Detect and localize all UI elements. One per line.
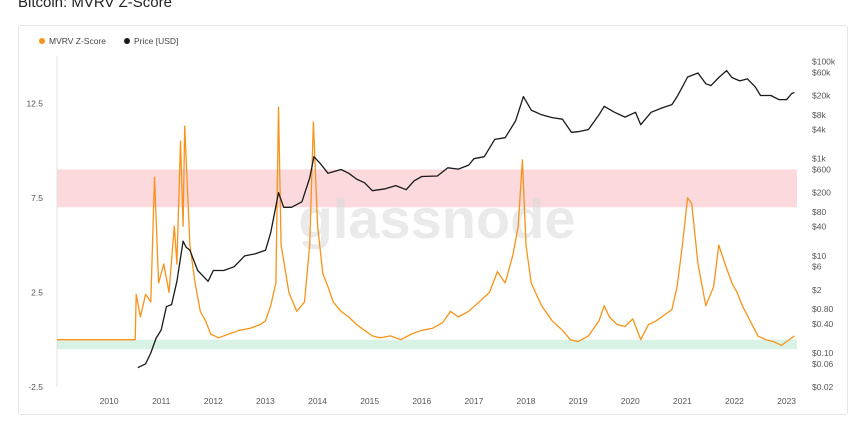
watermark-text: glassnode bbox=[299, 187, 576, 250]
x-tick-label: 2012 bbox=[204, 396, 223, 406]
x-tick-label: 2023 bbox=[777, 396, 796, 406]
left-tick-label: 2.5 bbox=[31, 287, 43, 297]
right-tick-label: $80 bbox=[812, 207, 826, 217]
legend-dot-mvrv bbox=[39, 38, 45, 44]
left-tick-label: 12.5 bbox=[26, 98, 43, 108]
legend-dot-price bbox=[124, 38, 130, 44]
legend-label-price: Price [USD] bbox=[134, 36, 179, 46]
right-tick-label: $0.06 bbox=[812, 359, 834, 369]
right-tick-label: $40 bbox=[812, 222, 826, 232]
x-tick-label: 2016 bbox=[412, 396, 431, 406]
x-tick-label: 2015 bbox=[360, 396, 379, 406]
right-tick-label: $8k bbox=[812, 110, 826, 120]
right-tick-label: $0.02 bbox=[812, 382, 834, 392]
x-tick-label: 2013 bbox=[256, 396, 275, 406]
x-tick-label: 2018 bbox=[517, 396, 536, 406]
x-tick-label: 2021 bbox=[673, 396, 692, 406]
right-tick-label: $0.40 bbox=[812, 319, 834, 329]
right-tick-label: $60k bbox=[812, 67, 831, 77]
right-tick-label: $2 bbox=[812, 285, 822, 295]
x-tick-label: 2020 bbox=[621, 396, 640, 406]
left-tick-label: 7.5 bbox=[31, 193, 43, 203]
right-tick-label: $200 bbox=[812, 188, 831, 198]
right-tick-label: $20k bbox=[812, 90, 831, 100]
right-tick-label: $4k bbox=[812, 124, 826, 134]
right-tick-label: $0.10 bbox=[812, 348, 834, 358]
x-tick-label: 2019 bbox=[569, 396, 588, 406]
x-tick-label: 2022 bbox=[725, 396, 744, 406]
chart-svg: glassnode 12.5 7.5 2.5 -2.5 $100k$60k $20k $8k $… bbox=[26, 56, 836, 406]
x-tick-label: 2010 bbox=[100, 396, 119, 406]
page-title: Bitcoin: MVRV Z-Score bbox=[18, 0, 172, 11]
price-line bbox=[137, 69, 795, 369]
x-tick-label: 2014 bbox=[308, 396, 327, 406]
right-tick-label: $100k bbox=[812, 57, 836, 67]
right-tick-label: $6 bbox=[812, 262, 822, 272]
right-tick-label: $10 bbox=[812, 251, 826, 261]
x-tick-label: 2017 bbox=[464, 396, 483, 406]
right-tick-label: $0.80 bbox=[812, 304, 834, 314]
legend-label-mvrv: MVRV Z-Score bbox=[49, 36, 106, 46]
chart-legend: MVRV Z-Score Price [USD] bbox=[39, 36, 178, 46]
legend-item-price[interactable]: Price [USD] bbox=[124, 36, 178, 46]
x-tick-label: 2011 bbox=[152, 396, 171, 406]
left-tick-label: -2.5 bbox=[28, 382, 43, 392]
legend-item-mvrv[interactable]: MVRV Z-Score bbox=[39, 36, 106, 46]
mvrv-zscore-line bbox=[57, 106, 795, 347]
right-tick-label: $1k bbox=[812, 154, 826, 164]
chart-card: MVRV Z-Score Price [USD] glassnode 12.5 7.… bbox=[18, 25, 848, 415]
band-green bbox=[57, 339, 797, 350]
right-tick-label: $600 bbox=[812, 164, 831, 174]
